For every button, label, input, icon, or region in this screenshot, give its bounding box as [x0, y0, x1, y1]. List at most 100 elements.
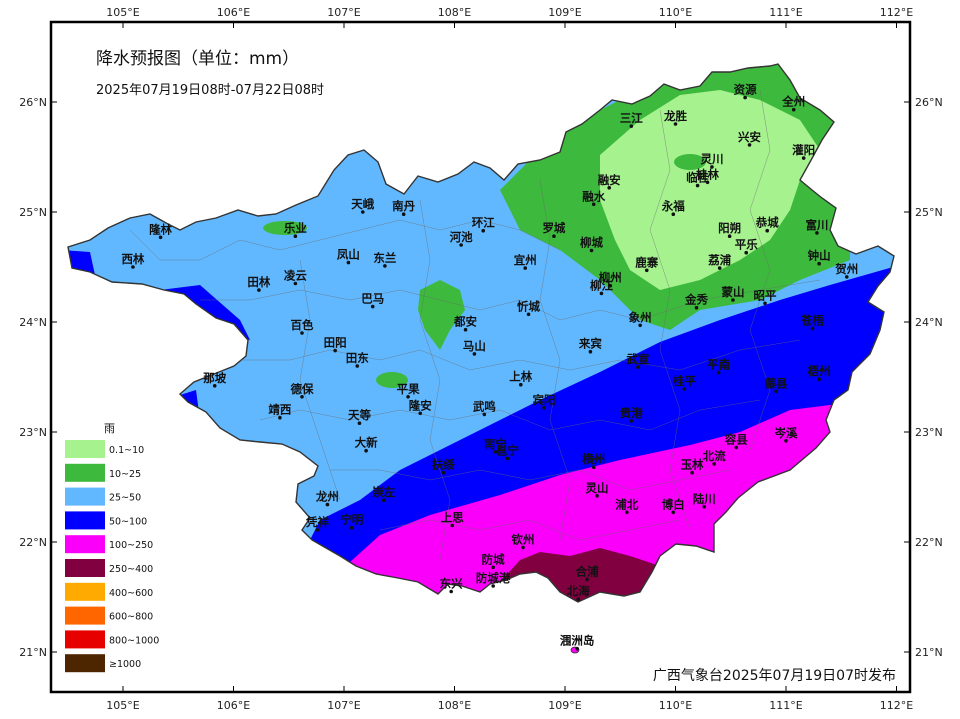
- city-dot: [585, 577, 589, 582]
- city-dot: [441, 470, 446, 475]
- city-label: 平乐: [735, 238, 758, 252]
- issuer-note: 广西气象台2025年07月19日07时发布: [653, 668, 896, 684]
- city-label: 陆川: [693, 492, 716, 506]
- left-tick-label: 22°N: [19, 536, 47, 549]
- city-dot: [589, 248, 594, 253]
- city-label: 北流: [703, 449, 726, 463]
- city-label: 巴马: [361, 292, 384, 306]
- legend-label: 10~25: [109, 469, 141, 480]
- city-dot: [844, 275, 849, 279]
- left-tick-label: 26°N: [19, 96, 47, 109]
- city-label: 来宾: [578, 337, 602, 351]
- zone-10-25-lingchuan: [674, 154, 706, 170]
- city-dot: [690, 470, 694, 475]
- city-dot: [381, 498, 386, 503]
- city-label: 龙胜: [663, 109, 687, 123]
- top-tick-label: 110°E: [659, 6, 692, 19]
- city-dot: [801, 156, 806, 160]
- city-dot: [491, 584, 495, 588]
- city-dot: [695, 183, 700, 188]
- legend-swatch: [65, 582, 105, 601]
- city-dot: [629, 124, 634, 128]
- city-dot: [595, 494, 599, 498]
- city-label: 田东: [346, 351, 369, 365]
- city-dot: [671, 510, 676, 515]
- legend-label: 400~600: [109, 588, 153, 599]
- city-label: 大新: [355, 436, 378, 450]
- legend-swatch: [65, 487, 105, 506]
- city-label: 贺州: [834, 262, 858, 276]
- city-dot: [774, 389, 778, 394]
- city-dot: [716, 370, 721, 375]
- legend-swatch: [65, 654, 105, 673]
- city-dot: [131, 265, 135, 269]
- city-label: 上林: [509, 370, 532, 384]
- city-label: 兴安: [738, 130, 761, 144]
- city-dot: [591, 202, 596, 207]
- city-label: 荔浦: [707, 253, 731, 267]
- city-dot: [449, 589, 453, 594]
- city-label: 宾阳: [533, 393, 556, 407]
- city-label: 罗城: [542, 221, 565, 235]
- city-dot: [401, 212, 406, 216]
- city-label: 浦北: [615, 497, 638, 511]
- city-dot: [638, 323, 642, 328]
- legend: 雨 0.1~10 10~25 25~50 50~100 100~250 250~400 40…: [65, 422, 159, 673]
- city-dot: [472, 352, 477, 356]
- forecast-period: 2025年07月19日08时-07月22日08时: [96, 83, 324, 98]
- city-dot: [671, 212, 676, 216]
- city-label: 恭城: [755, 216, 779, 230]
- city-label: 桂林: [695, 167, 719, 181]
- city-label: 乐业: [284, 221, 307, 235]
- city-dot: [731, 298, 735, 302]
- city-dot: [727, 234, 732, 238]
- left-tick-label: 23°N: [19, 426, 47, 439]
- right-tick-label: 26°N: [915, 96, 943, 109]
- legend-label: 0.1~10: [109, 445, 144, 456]
- city-label: 藤县: [765, 376, 788, 390]
- city-label: 邕宁: [496, 443, 519, 457]
- city-dot: [526, 312, 531, 317]
- city-dot: [765, 228, 770, 233]
- city-label: 南丹: [392, 199, 415, 213]
- city-dot: [349, 525, 354, 530]
- city-dot: [364, 448, 368, 453]
- city-label: 那坡: [203, 371, 226, 385]
- city-dot: [542, 406, 546, 410]
- city-dot: [158, 235, 163, 240]
- city-dot: [763, 301, 767, 306]
- right-tick-label: 23°N: [915, 426, 943, 439]
- legend-swatch: [65, 606, 105, 625]
- city-label: 蒙山: [721, 285, 744, 299]
- city-dot: [293, 234, 298, 238]
- city-label: 钦州: [512, 533, 535, 547]
- city-dot: [278, 415, 282, 420]
- city-dot: [702, 505, 707, 509]
- city-dot: [360, 210, 365, 214]
- top-tick-label: 108°E: [438, 6, 471, 19]
- city-label: 金秀: [684, 293, 708, 307]
- legend-label: 25~50: [109, 493, 141, 504]
- city-label: 柳城: [580, 236, 603, 250]
- legend-label: 600~800: [109, 612, 153, 623]
- city-label: 全州: [781, 95, 805, 109]
- city-dot: [257, 288, 261, 292]
- city-label: 上思: [441, 511, 464, 525]
- top-tick-label: 109°E: [548, 6, 581, 19]
- legend-swatch: [65, 630, 105, 649]
- city-label: 合浦: [576, 564, 599, 578]
- city-dot: [519, 382, 523, 387]
- city-dot: [300, 331, 304, 335]
- zone-0-10: [600, 90, 820, 290]
- city-label: 都安: [453, 315, 477, 329]
- city-label: 富川: [805, 218, 828, 232]
- city-dot: [576, 597, 581, 601]
- map-title: 降水预报图（单位：mm）: [96, 49, 299, 69]
- city-label: 柳江: [590, 278, 613, 292]
- city-label: 马山: [463, 339, 486, 353]
- city-label: 平果: [397, 382, 420, 396]
- city-dot: [694, 305, 699, 310]
- city-label: 博白: [662, 497, 685, 511]
